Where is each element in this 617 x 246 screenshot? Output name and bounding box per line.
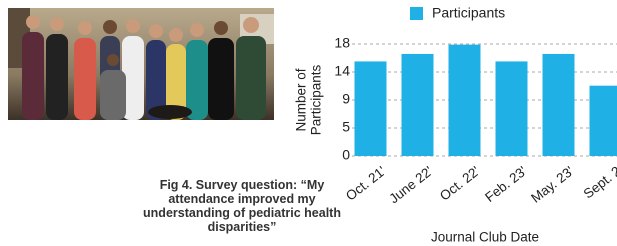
x-tick-label: Feb. 23' xyxy=(482,163,529,205)
y-tick-label: 9 xyxy=(342,91,350,107)
x-tick-label: Oct. 22' xyxy=(437,163,483,203)
x-tick-label: May. 23' xyxy=(528,163,576,205)
figure-caption: Fig 4. Survey question: “My attendance i… xyxy=(128,178,356,234)
legend-swatch xyxy=(410,7,423,20)
bar xyxy=(590,86,617,156)
bar xyxy=(496,61,528,156)
legend-label: Participants xyxy=(432,5,505,21)
y-axis-title: Number of xyxy=(294,68,309,131)
y-tick-label: 0 xyxy=(342,147,350,163)
bar xyxy=(449,45,481,156)
y-tick-label: 18 xyxy=(334,35,350,51)
bar xyxy=(402,54,434,156)
x-tick-label: June 22' xyxy=(386,163,435,206)
x-axis-title: Journal Club Date xyxy=(431,230,539,245)
y-tick-label: 14 xyxy=(334,63,350,79)
x-tick-label: Sept. 2 xyxy=(581,163,617,201)
y-tick-label: 5 xyxy=(342,119,350,135)
bar xyxy=(355,61,387,156)
page: {"chart_data": {"type": "bar", "legend":… xyxy=(0,0,617,246)
bar xyxy=(543,54,575,156)
y-axis-title: Participants xyxy=(309,64,324,135)
